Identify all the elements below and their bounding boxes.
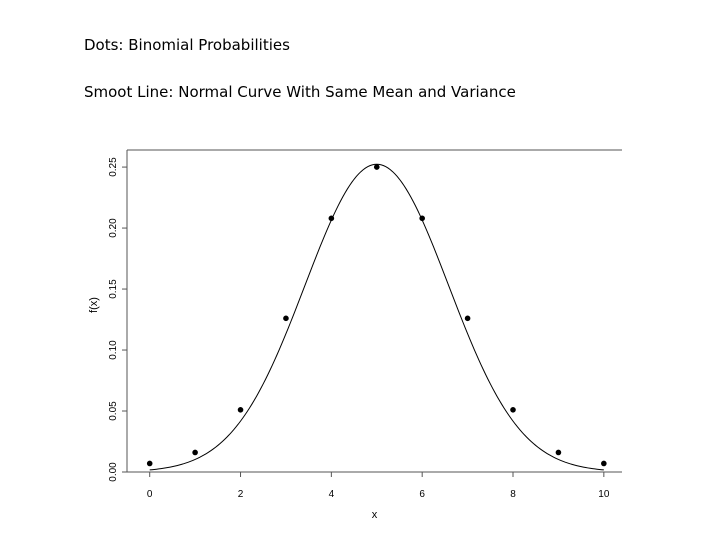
x-tick-label: 0 (147, 489, 153, 500)
binomial-point (510, 406, 516, 413)
y-tick-label: 0.10 (108, 340, 119, 360)
x-tick-label: 8 (510, 489, 516, 500)
y-tick-label: 0.25 (108, 157, 119, 177)
binomial-point (601, 460, 607, 467)
binomial-point (464, 315, 471, 322)
binomial-point (328, 215, 335, 222)
x-tick-label: 2 (238, 489, 244, 500)
y-tick-label: 0.00 (108, 462, 119, 482)
binomial-point (373, 164, 380, 170)
x-tick-label: 10 (598, 489, 610, 500)
normal-curve-line (149, 163, 604, 471)
binomial-point (192, 449, 198, 456)
x-axis: 0 2 4 6 8 10 (147, 472, 610, 500)
binomial-point (283, 315, 289, 322)
x-tick-label: 6 (419, 489, 425, 500)
plot-frame (126, 149, 622, 473)
x-axis-title: x (372, 509, 378, 521)
caption-binomial-dots: Dots: Binomial Probabilities (84, 36, 290, 54)
binomial-points (146, 164, 607, 467)
binomial-point (146, 460, 153, 467)
y-tick-label: 0.15 (108, 279, 119, 299)
binomial-point (555, 449, 562, 456)
binomial-point (237, 406, 244, 413)
binomial-point (419, 215, 425, 222)
y-tick-label: 0.20 (108, 218, 119, 238)
y-axis-title: f(x) (88, 297, 100, 313)
y-axis: 0.00 0.05 0.10 0.15 0.20 0.25 (108, 157, 127, 482)
caption-normal-curve: Smoot Line: Normal Curve With Same Mean … (84, 83, 516, 101)
y-tick-label: 0.05 (108, 401, 119, 421)
x-tick-label: 4 (329, 489, 335, 500)
